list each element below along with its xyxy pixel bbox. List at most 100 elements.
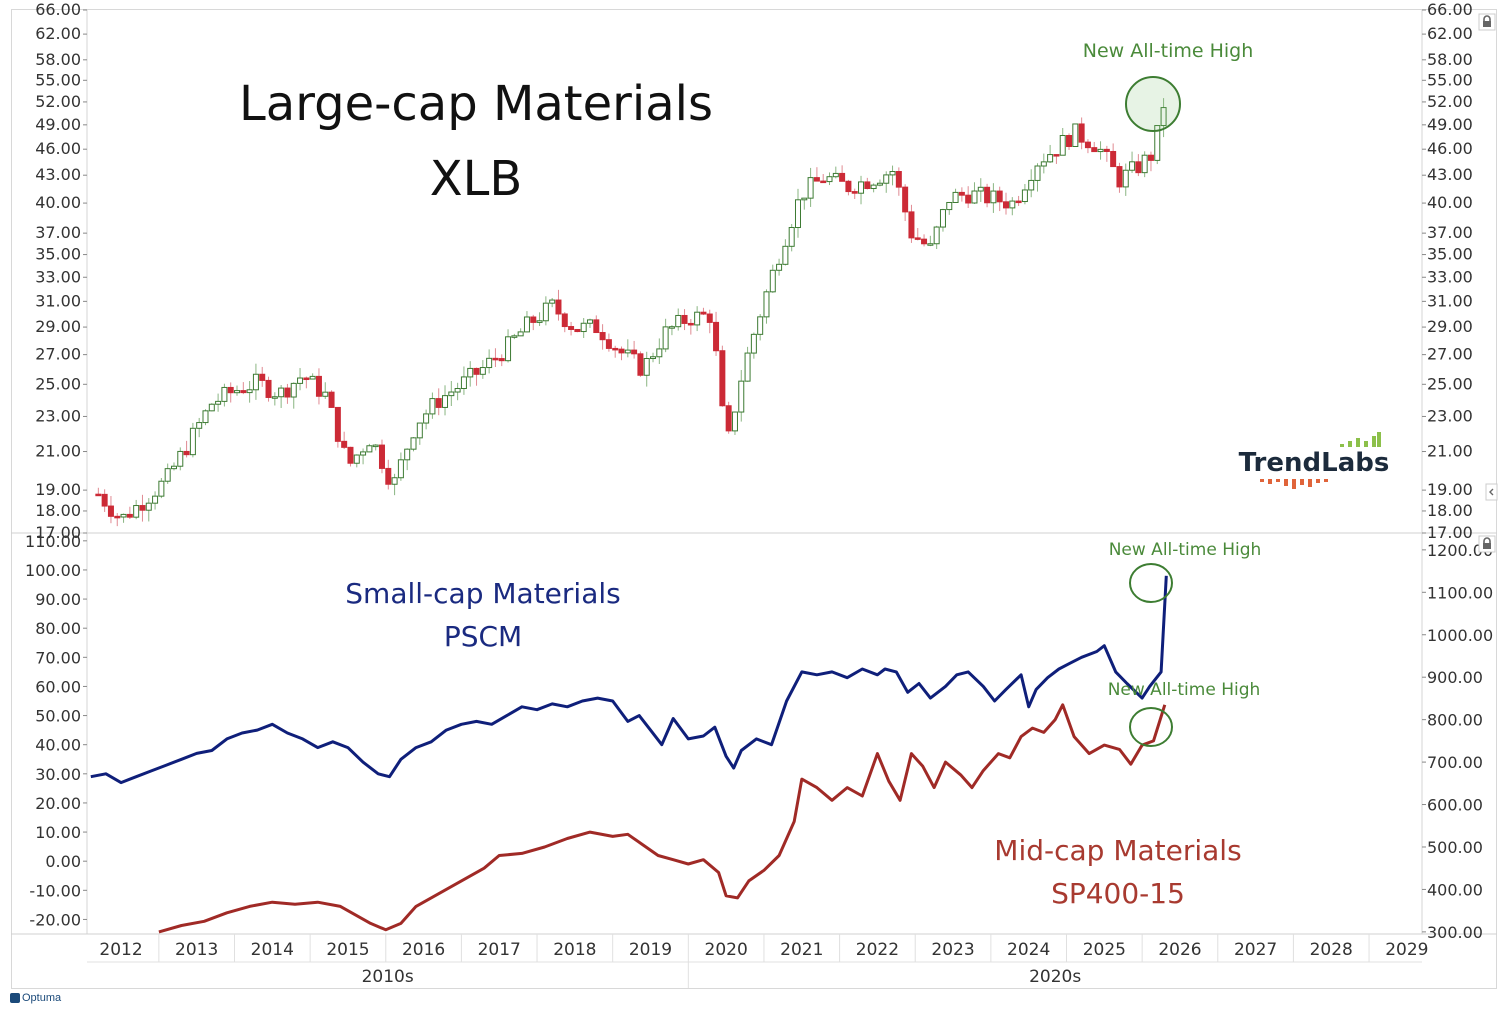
candle-body (971, 190, 978, 204)
candle (246, 381, 253, 403)
candle-body (366, 445, 373, 453)
candle (227, 382, 234, 403)
y-tick-label: 23.00 (35, 406, 81, 425)
mid-cap-ticker: SP400-15 (1051, 877, 1185, 910)
mid-cap-label: Mid-cap Materials (994, 834, 1241, 867)
candle (240, 382, 247, 395)
candle-body (120, 513, 127, 518)
candle-body (902, 186, 909, 213)
y-tick-label: 18.00 (1427, 501, 1473, 520)
candle-body (832, 172, 839, 178)
candle-body (170, 465, 177, 470)
candle (252, 363, 259, 400)
candle-body (378, 444, 385, 469)
candle (517, 328, 524, 337)
candle-body (360, 451, 367, 456)
candle (580, 318, 587, 338)
candle (221, 383, 228, 407)
candle (114, 513, 121, 527)
y-tick-label: 58.00 (35, 50, 81, 69)
candle (341, 431, 348, 450)
y-tick-label: 31.00 (1427, 291, 1473, 310)
candle-body (1015, 200, 1022, 204)
candle (939, 208, 946, 232)
candle (807, 167, 814, 207)
candle (1053, 154, 1060, 164)
candle (530, 314, 537, 331)
candle (536, 312, 543, 326)
collapse-panel-button[interactable] (1485, 483, 1498, 501)
candle (675, 308, 682, 331)
candle-body (517, 331, 524, 337)
y-tick-label: 25.00 (1427, 374, 1473, 393)
candle-body (675, 314, 682, 328)
candle-body (656, 348, 663, 358)
candle-body (1002, 201, 1009, 209)
candle (126, 506, 133, 520)
candle (687, 318, 694, 335)
candle-body (984, 186, 991, 204)
candle-body (322, 391, 329, 397)
candle (826, 172, 833, 186)
x-tick-label: 2026 (1158, 940, 1201, 960)
candle (309, 373, 316, 380)
candle (662, 318, 669, 353)
candle (794, 188, 801, 238)
y-tick-label: 27.00 (35, 345, 81, 364)
candle (719, 345, 726, 407)
candle-body (914, 237, 921, 240)
trendlabs-wordmark: TrendLabs (1239, 448, 1390, 478)
y-tick-label: 52.00 (35, 92, 81, 111)
lock-icon[interactable] (1478, 535, 1496, 553)
candle (769, 264, 776, 293)
candle (700, 307, 707, 316)
candle (378, 439, 385, 474)
y-tick-label: 400.00 (1427, 880, 1483, 899)
candle-body (240, 390, 247, 394)
candle-body (385, 467, 392, 485)
y-tick-label: 21.00 (1427, 442, 1473, 461)
candle (410, 437, 417, 452)
candle (372, 444, 379, 451)
candle-body (152, 495, 159, 504)
candle (593, 315, 600, 334)
candle-body (1129, 161, 1136, 171)
candle (958, 187, 965, 202)
candle (839, 165, 846, 182)
candle-body (807, 177, 814, 199)
candle-body (309, 375, 316, 380)
candle (889, 165, 896, 186)
candle (196, 417, 203, 438)
lock-icon[interactable] (1478, 13, 1496, 31)
candle-body (813, 177, 820, 182)
candle-body (921, 238, 928, 245)
candle-body (700, 311, 707, 315)
y-tick-label: 33.00 (35, 267, 81, 286)
candle-body (479, 367, 486, 375)
candle-body (511, 335, 518, 338)
candle (95, 487, 102, 497)
candle-body (107, 505, 114, 517)
candle (303, 376, 310, 389)
y-tick-label: 800.00 (1427, 711, 1483, 730)
candle (542, 296, 549, 326)
x-tick-label: 2029 (1385, 940, 1428, 960)
candle (120, 513, 127, 523)
bottom-y-axis-left: 110.00 100.00 90.00 80.00 70.00 60.00 50.00 40.… (25, 532, 87, 929)
candle-body (845, 180, 852, 193)
candle-body (1097, 148, 1104, 153)
candle-body (769, 269, 776, 293)
candle (933, 225, 940, 250)
y-tick-label: 300.00 (1427, 923, 1483, 942)
y-tick-label: 35.00 (1427, 245, 1473, 264)
candle-body (208, 403, 215, 412)
candle (990, 183, 997, 213)
x-tick-label: 2028 (1310, 940, 1353, 960)
candle (511, 333, 518, 340)
candle-body (1141, 154, 1148, 174)
candle-body (505, 336, 512, 362)
candle-body (271, 396, 278, 399)
candle-body (126, 513, 133, 518)
candle-body (889, 171, 896, 176)
